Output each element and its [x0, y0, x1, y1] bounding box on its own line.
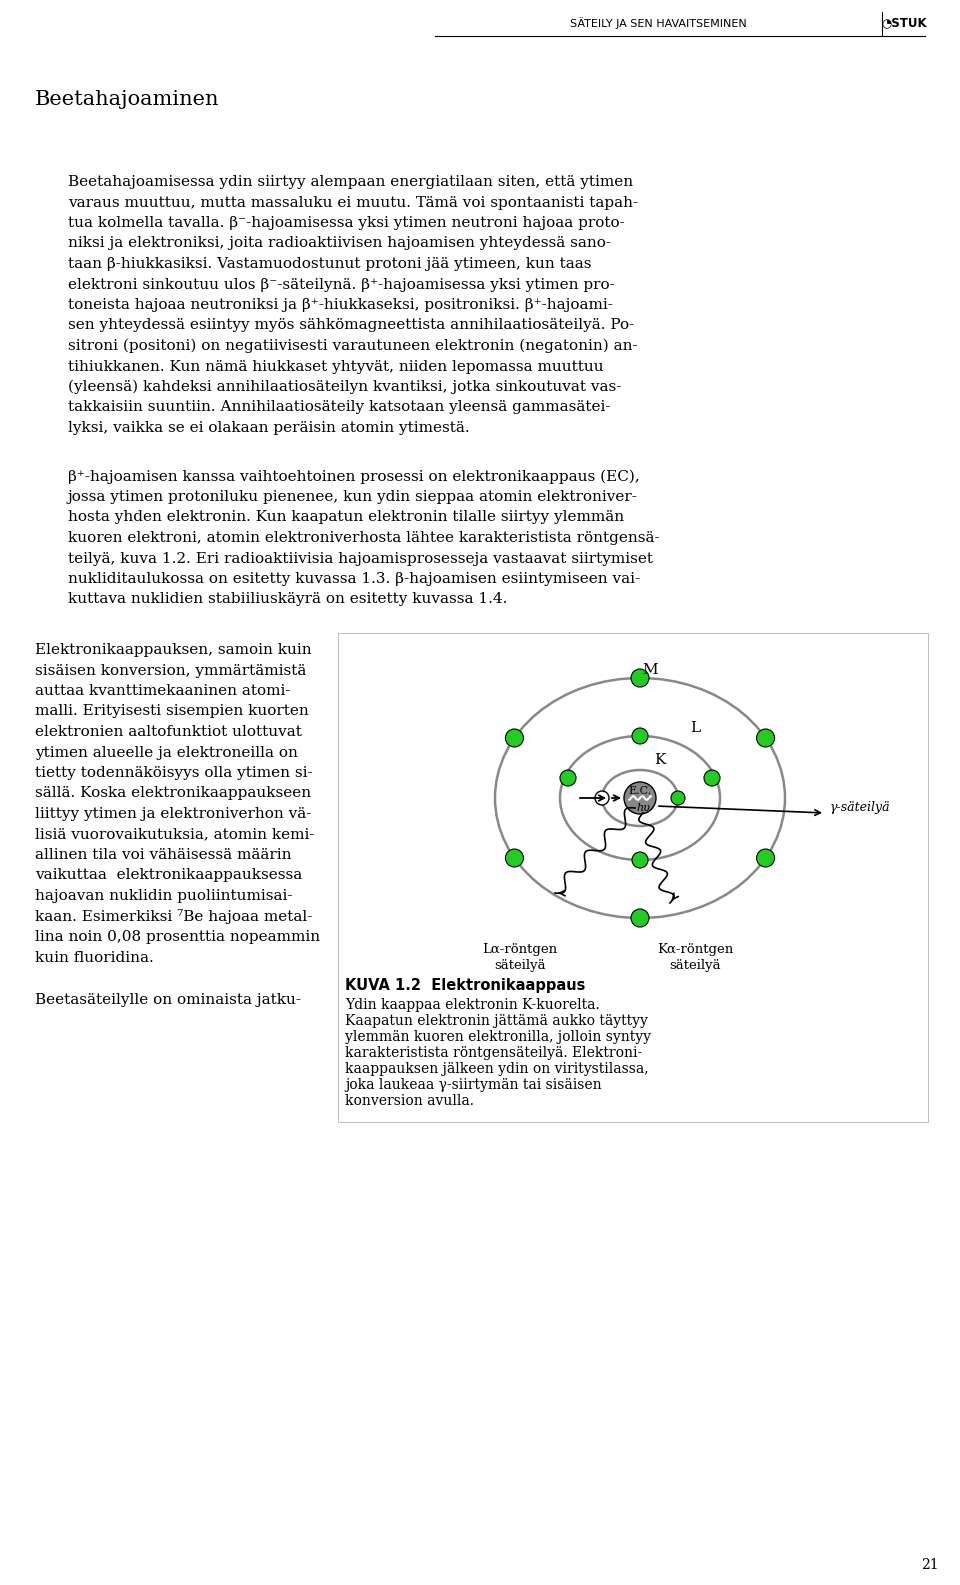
Text: Beetahajoamisessa ydin siirtyy alempaan energiatilaan siten, että ytimen: Beetahajoamisessa ydin siirtyy alempaan … — [68, 174, 634, 189]
Text: malli. Erityisesti sisempien kuorten: malli. Erityisesti sisempien kuorten — [35, 704, 309, 718]
Text: teilyä, kuva 1.2. Eri radioaktiivisia hajoamisprosesseja vastaavat siirtymiset: teilyä, kuva 1.2. Eri radioaktiivisia ha… — [68, 552, 653, 566]
Text: γ-säteilyä: γ-säteilyä — [830, 802, 891, 815]
Text: varaus muuttuu, mutta massaluku ei muutu. Tämä voi spontaanisti tapah-: varaus muuttuu, mutta massaluku ei muutu… — [68, 195, 638, 209]
Text: konversion avulla.: konversion avulla. — [345, 1094, 474, 1108]
Circle shape — [560, 770, 576, 786]
Text: säteilyä: säteilyä — [669, 959, 721, 972]
Circle shape — [505, 729, 523, 747]
Text: sitroni (positoni) on negatiivisesti varautuneen elektronin (negatonin) an-: sitroni (positoni) on negatiivisesti var… — [68, 339, 637, 353]
Text: kaan. Esimerkiksi ⁷Be hajoaa metal-: kaan. Esimerkiksi ⁷Be hajoaa metal- — [35, 910, 312, 924]
Text: hajoavan nuklidin puoliintumisai-: hajoavan nuklidin puoliintumisai- — [35, 889, 293, 903]
Text: sällä. Koska elektronikaappaukseen: sällä. Koska elektronikaappaukseen — [35, 786, 311, 800]
Text: 21: 21 — [922, 1558, 939, 1572]
Text: vaikuttaa  elektronikaappauksessa: vaikuttaa elektronikaappauksessa — [35, 869, 302, 883]
Circle shape — [624, 781, 656, 815]
Text: Beetahajoaminen: Beetahajoaminen — [35, 90, 220, 109]
Text: jossa ytimen protoniluku pienenee, kun ydin sieppaa atomin elektroniver-: jossa ytimen protoniluku pienenee, kun y… — [68, 490, 637, 504]
Text: ◔STUK: ◔STUK — [881, 16, 926, 30]
Text: Kα-röntgen: Kα-röntgen — [657, 943, 733, 956]
Text: K: K — [655, 753, 665, 767]
Text: lyksi, vaikka se ei olakaan peräisin atomin ytimestä.: lyksi, vaikka se ei olakaan peräisin ato… — [68, 422, 469, 434]
Text: takkaisiin suuntiin. Annihilaatiosäteily katsotaan yleensä gammasätei-: takkaisiin suuntiin. Annihilaatiosäteily… — [68, 401, 611, 415]
Text: kuttava nuklidien stabiiliuskäyrä on esitetty kuvassa 1.4.: kuttava nuklidien stabiiliuskäyrä on esi… — [68, 593, 508, 607]
Text: Beetasäteilylle on ominaista jatku-: Beetasäteilylle on ominaista jatku- — [35, 992, 301, 1006]
Text: tihiukkanen. Kun nämä hiukkaset yhtyvät, niiden lepomassa muuttuu: tihiukkanen. Kun nämä hiukkaset yhtyvät,… — [68, 360, 604, 374]
Text: SÄTEILY JA SEN HAVAITSEMINEN: SÄTEILY JA SEN HAVAITSEMINEN — [569, 17, 746, 29]
Text: toneista hajoaa neutroniksi ja β⁺-hiukkaseksi, positroniksi. β⁺-hajoami-: toneista hajoaa neutroniksi ja β⁺-hiukka… — [68, 298, 612, 312]
Text: Kaapatun elektronin jättämä aukko täyttyy: Kaapatun elektronin jättämä aukko täytty… — [345, 1014, 648, 1029]
Circle shape — [632, 853, 648, 869]
Text: hosta yhden elektronin. Kun kaapatun elektronin tilalle siirtyy ylemmän: hosta yhden elektronin. Kun kaapatun ele… — [68, 510, 624, 525]
Circle shape — [756, 729, 775, 747]
Circle shape — [632, 728, 648, 743]
Text: nukliditaulukossa on esitetty kuvassa 1.3. β-hajoamisen esiintymiseen vai-: nukliditaulukossa on esitetty kuvassa 1.… — [68, 572, 640, 586]
Text: Ydin kaappaa elektronin K-kuorelta.: Ydin kaappaa elektronin K-kuorelta. — [345, 999, 600, 1011]
Text: E.C.: E.C. — [629, 786, 652, 796]
Text: hυ: hυ — [636, 804, 650, 813]
Text: sisäisen konversion, ymmärtämistä: sisäisen konversion, ymmärtämistä — [35, 664, 306, 677]
Text: kaappauksen jälkeen ydin on viritystilassa,: kaappauksen jälkeen ydin on viritystilas… — [345, 1062, 649, 1076]
Text: sen yhteydessä esiintyy myös sähkömagneettista annihilaatiosäteilyä. Po-: sen yhteydessä esiintyy myös sähkömagnee… — [68, 319, 635, 333]
Text: KUVA 1.2  Elektronikaappaus: KUVA 1.2 Elektronikaappaus — [345, 978, 586, 992]
Circle shape — [505, 850, 523, 867]
Text: joka laukeaa γ-siirtymän tai sisäisen: joka laukeaa γ-siirtymän tai sisäisen — [345, 1078, 602, 1092]
Text: taan β-hiukkasiksi. Vastamuodostunut protoni jää ytimeen, kun taas: taan β-hiukkasiksi. Vastamuodostunut pro… — [68, 257, 591, 271]
Text: elektroni sinkoutuu ulos β⁻-säteilynä. β⁺-hajoamisessa yksi ytimen pro-: elektroni sinkoutuu ulos β⁻-säteilynä. β… — [68, 277, 614, 292]
Text: tietty todennäköisyys olla ytimen si-: tietty todennäköisyys olla ytimen si- — [35, 766, 313, 780]
Text: kuin fluoridina.: kuin fluoridina. — [35, 951, 154, 965]
Text: allinen tila voi vähäisessä määrin: allinen tila voi vähäisessä määrin — [35, 848, 292, 862]
Text: M: M — [642, 663, 658, 677]
Text: elektronien aaltofunktiot ulottuvat: elektronien aaltofunktiot ulottuvat — [35, 724, 301, 739]
Text: karakteristista röntgensäteilyä. Elektroni-: karakteristista röntgensäteilyä. Elektro… — [345, 1046, 642, 1060]
Circle shape — [671, 791, 685, 805]
Text: L: L — [690, 721, 700, 735]
Bar — [338, 632, 928, 1122]
Text: ytimen alueelle ja elektroneilla on: ytimen alueelle ja elektroneilla on — [35, 745, 298, 759]
Text: niksi ja elektroniksi, joita radioaktiivisen hajoamisen yhteydessä sano-: niksi ja elektroniksi, joita radioaktiiv… — [68, 236, 611, 250]
Text: lina noin 0,08 prosenttia nopeammin: lina noin 0,08 prosenttia nopeammin — [35, 930, 320, 945]
Text: (yleensä) kahdeksi annihilaatiosäteilyn kvantiksi, jotka sinkoutuvat vas-: (yleensä) kahdeksi annihilaatiosäteilyn … — [68, 380, 621, 395]
Circle shape — [756, 850, 775, 867]
Circle shape — [704, 770, 720, 786]
Text: auttaa kvanttimekaaninen atomi-: auttaa kvanttimekaaninen atomi- — [35, 685, 291, 697]
Text: Lα-röntgen: Lα-röntgen — [483, 943, 558, 956]
Circle shape — [595, 791, 609, 805]
Circle shape — [631, 910, 649, 927]
Text: β⁺-hajoamisen kanssa vaihtoehtoinen prosessi on elektronikaappaus (EC),: β⁺-hajoamisen kanssa vaihtoehtoinen pros… — [68, 469, 639, 483]
Circle shape — [631, 669, 649, 686]
Text: tua kolmella tavalla. β⁻-hajoamisessa yksi ytimen neutroni hajoaa proto-: tua kolmella tavalla. β⁻-hajoamisessa yk… — [68, 216, 625, 230]
Text: kuoren elektroni, atomin elektroniverhosta lähtee karakteristista röntgensä-: kuoren elektroni, atomin elektroniverhos… — [68, 531, 660, 545]
Text: liittyy ytimen ja elektroniverhon vä-: liittyy ytimen ja elektroniverhon vä- — [35, 807, 311, 821]
Text: Elektronikaappauksen, samoin kuin: Elektronikaappauksen, samoin kuin — [35, 644, 312, 658]
Text: lisiä vuorovaikutuksia, atomin kemi-: lisiä vuorovaikutuksia, atomin kemi- — [35, 827, 315, 842]
Text: ylemmän kuoren elektronilla, jolloin syntyy: ylemmän kuoren elektronilla, jolloin syn… — [345, 1030, 651, 1045]
Text: säteilyä: säteilyä — [494, 959, 546, 972]
